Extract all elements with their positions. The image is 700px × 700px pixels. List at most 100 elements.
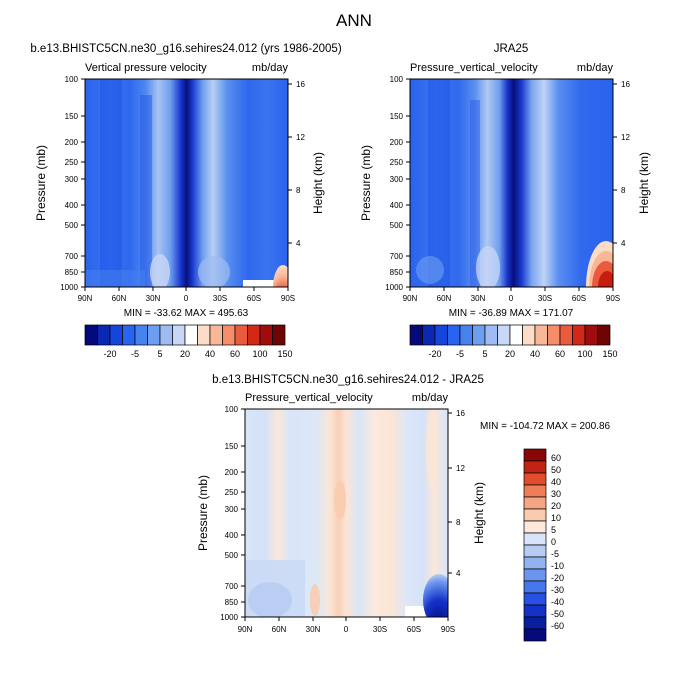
- panel-obs-ytick: 150: [390, 112, 404, 121]
- colorbar-label: 100: [252, 349, 267, 359]
- panel-diff-ytick: 100: [225, 405, 239, 414]
- panel-diff-yrtick: 8: [456, 518, 461, 527]
- colorbar-label: -20: [428, 349, 441, 359]
- colorbar-label: 5: [157, 349, 162, 359]
- colorbar-cell: [234, 324, 248, 346]
- colorbar-cell: [484, 324, 498, 346]
- colorbar-cell: [523, 496, 547, 510]
- panel-diff-colorbar: [523, 448, 547, 642]
- panel-obs-xtick: 60S: [572, 294, 586, 303]
- panel-model-left-label: Vertical pressure velocity: [85, 62, 207, 74]
- colorbar-cell: [109, 324, 123, 346]
- colorbar-cell: [559, 324, 573, 346]
- panel-obs-colorbar: [409, 324, 611, 346]
- panel-obs-yrtick: 16: [621, 80, 630, 89]
- colorbar-label: 40: [205, 349, 215, 359]
- colorbar-cell: [523, 448, 547, 462]
- panel-obs-ytick: 1000: [385, 283, 403, 292]
- panel-model-y-right-axis: 16 12 8 4: [288, 80, 305, 248]
- colorbar-label: 60: [230, 349, 240, 359]
- panel-model: b.e13.BHISTC5CN.ne30_g16.sehires24.012 (…: [30, 43, 341, 359]
- colorbar-cell: [459, 324, 473, 346]
- colorbar-cell: [584, 324, 598, 346]
- panel-diff-ytick: 250: [225, 488, 239, 497]
- colorbar-cell: [409, 324, 423, 346]
- colorbar-cell: [523, 616, 547, 630]
- panel-obs-ytick: 700: [390, 252, 404, 261]
- panel-obs-units: mb/day: [577, 62, 614, 74]
- panel-diff-xtick: 30N: [306, 625, 321, 634]
- colorbar-cell: [84, 324, 98, 346]
- panel-diff: b.e13.BHISTC5CN.ne30_g16.sehires24.012 -…: [196, 374, 611, 642]
- panel-diff-colorbar-labels: 60 50 40 30 20 10 5 0 -5 -10 -20 -30 -40…: [551, 453, 564, 631]
- panel-diff-ytick: 200: [225, 468, 239, 477]
- panel-obs-xtick: 90S: [606, 294, 620, 303]
- panel-obs-yrtick: 4: [621, 239, 626, 248]
- panel-diff-ylabel-right: Height (km): [472, 482, 486, 544]
- panel-diff-xtick: 0: [344, 625, 349, 634]
- panel-obs-ylabel-right: Height (km): [637, 152, 651, 214]
- panel-obs-xtick: 90N: [403, 294, 418, 303]
- panel-diff-ytick: 700: [225, 582, 239, 591]
- colorbar-cell: [523, 556, 547, 570]
- colorbar-label: 40: [530, 349, 540, 359]
- colorbar-label: 20: [180, 349, 190, 359]
- colorbar-cell: [523, 472, 547, 486]
- colorbar-cell: [134, 324, 148, 346]
- panel-obs-field: [410, 79, 613, 287]
- panel-obs-title: JRA25: [494, 43, 529, 55]
- panel-obs-colorbar-labels: -20 -5 5 20 40 60 100 150: [428, 349, 617, 359]
- colorbar-cell: [172, 324, 186, 346]
- panel-model-colorbar-labels: -20 -5 5 20 40 60 100 150: [103, 349, 292, 359]
- colorbar-cell: [523, 628, 547, 642]
- panel-obs-xtick: 0: [509, 294, 514, 303]
- panel-obs-ylabel: Pressure (mb): [359, 145, 373, 221]
- panel-diff-ytick: 150: [225, 442, 239, 451]
- colorbar-label: -40: [551, 597, 564, 607]
- colorbar-label: 5: [551, 525, 556, 535]
- panel-obs-y-axis: 100 150 200 250 300 400 500 700 850 1000: [385, 75, 410, 292]
- colorbar-cell: [159, 324, 173, 346]
- colorbar-cell: [497, 324, 511, 346]
- colorbar-cell: [547, 324, 561, 346]
- panel-model-xtick: 90S: [281, 294, 295, 303]
- panel-diff-xtick: 90N: [238, 625, 253, 634]
- panel-model-ytick: 700: [65, 252, 79, 261]
- colorbar-cell: [272, 324, 286, 346]
- panel-model-ytick: 400: [65, 201, 79, 210]
- colorbar-label: 30: [551, 489, 561, 499]
- colorbar-label: 60: [551, 453, 561, 463]
- colorbar-cell: [523, 508, 547, 522]
- panel-diff-xtick: 60N: [272, 625, 287, 634]
- panel-model-ylabel-right: Height (km): [311, 152, 325, 214]
- panel-diff-ylabel: Pressure (mb): [196, 475, 210, 551]
- panel-model-title: b.e13.BHISTC5CN.ne30_g16.sehires24.012 (…: [30, 43, 341, 55]
- panel-diff-x-axis: 90N 60N 30N 0 30S 60S 90S: [238, 617, 455, 634]
- colorbar-cell: [447, 324, 461, 346]
- panel-model-colorbar: [84, 324, 286, 346]
- panel-model-yrtick: 4: [296, 239, 301, 248]
- colorbar-cell: [523, 604, 547, 618]
- colorbar-cell: [523, 568, 547, 582]
- colorbar-cell: [97, 324, 111, 346]
- colorbar-cell: [259, 324, 273, 346]
- panel-model-xtick: 60S: [247, 294, 261, 303]
- colorbar-cell: [147, 324, 161, 346]
- panel-diff-ytick: 300: [225, 505, 239, 514]
- panel-model-xtick: 60N: [112, 294, 127, 303]
- panel-diff-left-label: Pressure_vertical_velocity: [245, 392, 373, 404]
- panel-model-yrtick: 8: [296, 186, 301, 195]
- panel-diff-xtick: 30S: [373, 625, 387, 634]
- panel-obs-ytick: 300: [390, 175, 404, 184]
- colorbar-label: 20: [505, 349, 515, 359]
- colorbar-label: 50: [551, 465, 561, 475]
- panel-model-yrtick: 16: [296, 80, 305, 89]
- panel-model-ytick: 300: [65, 175, 79, 184]
- colorbar-cell: [434, 324, 448, 346]
- panel-model-y-axis: 100 150 200 250 300 400 500 700 850 1000: [60, 75, 85, 292]
- colorbar-label: 100: [577, 349, 592, 359]
- panel-obs-ytick: 100: [390, 75, 404, 84]
- colorbar-label: 40: [551, 477, 561, 487]
- panel-diff-title: b.e13.BHISTC5CN.ne30_g16.sehires24.012 -…: [212, 374, 484, 386]
- colorbar-cell: [523, 484, 547, 498]
